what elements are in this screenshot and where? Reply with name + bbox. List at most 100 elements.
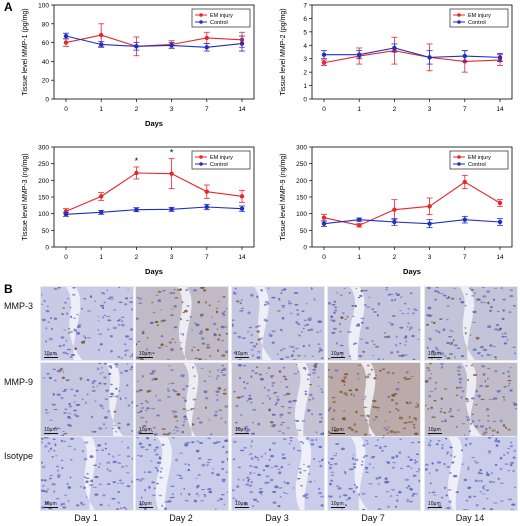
chart2-y-axis-label: Tissue level MMP-2 (pg/mg) xyxy=(280,8,287,95)
chart2-xtick-label: 1 xyxy=(357,106,361,113)
chart1-legend-swatch-marker xyxy=(199,13,203,17)
col-label-day-2: Day 2 xyxy=(169,513,193,523)
chart4-xtick-label: 0 xyxy=(322,254,326,261)
chart1-ytick-label: 0 xyxy=(45,97,49,104)
chart3-series-em-injury-point xyxy=(239,194,245,199)
scale-bar-label: 10μm xyxy=(235,351,248,357)
chart3-xtick-label: 0 xyxy=(64,254,68,261)
scale-bar xyxy=(139,507,153,508)
chart2-ytick-label: 7 xyxy=(303,3,307,10)
tissue-texture xyxy=(41,287,133,360)
tissue-texture xyxy=(232,437,324,510)
chart2-series-em-injury-point xyxy=(321,60,327,65)
chart1-legend-label: EM injury xyxy=(210,13,233,19)
chart2-ytick-label: 4 xyxy=(303,43,307,50)
tissue-texture xyxy=(41,437,133,510)
scale-bar xyxy=(428,357,442,358)
chart4-xtick-label: 3 xyxy=(428,254,432,261)
chart3-significance-marker: * xyxy=(135,156,139,166)
scale-bar-label: 10μm xyxy=(428,351,441,357)
chart2-series-control-point xyxy=(392,45,397,51)
chart1-series-control-point xyxy=(134,44,139,49)
chart2-ytick-label: 3 xyxy=(303,56,307,63)
tissue-texture xyxy=(328,363,420,436)
chart3-series-control-point xyxy=(169,207,174,212)
scale-bar-label: 10μm xyxy=(331,501,344,507)
scale-bar xyxy=(428,433,442,434)
chart2-series-control-point xyxy=(427,55,432,60)
chart2-legend-label: Control xyxy=(468,20,486,26)
scale-bar-label: 10μm xyxy=(235,501,248,507)
chart1-xtick-label: 14 xyxy=(238,106,246,113)
tissue-texture xyxy=(328,287,420,360)
chart4-series-em-injury-point xyxy=(392,207,397,212)
tissue-texture xyxy=(41,363,133,436)
chart3-ytick-label: 0 xyxy=(45,245,49,252)
chart3-series-em-injury-line xyxy=(65,172,243,212)
micrograph-mmp-9-day-14: 10μm xyxy=(424,362,518,437)
chart1-ytick-label: 40 xyxy=(42,59,50,66)
tissue-texture xyxy=(425,287,517,360)
row-label-mmp-3: MMP-3 xyxy=(4,300,33,311)
chart1-xtick-label: 0 xyxy=(64,106,68,113)
chart2-series-control-point xyxy=(321,52,327,57)
chart4-ytick-label: 100 xyxy=(296,211,307,218)
scale-bar xyxy=(44,433,58,434)
chart4-ytick-label: 150 xyxy=(296,195,307,202)
scale-bar-label: 10μm xyxy=(428,427,441,433)
scale-bar-label: 10μm xyxy=(44,351,57,357)
chart1-series-em-injury-line xyxy=(65,34,243,47)
chart4-series-em-injury-point xyxy=(497,200,503,206)
chart1-series-control-point xyxy=(239,41,245,46)
chart1-y-axis-label: Tissue level MMP-1 (pg/mg) xyxy=(22,8,29,95)
chart4-xtick-label: 14 xyxy=(496,254,504,261)
col-label-day-7: Day 7 xyxy=(361,513,385,523)
chart4-series-control-point xyxy=(392,219,397,225)
chart3-series-control-point xyxy=(239,206,245,211)
scale-bar-label: 10μm xyxy=(331,351,344,357)
scale-bar xyxy=(235,433,249,434)
chart1-xtick-label: 3 xyxy=(170,106,174,113)
micrograph-isotype-day-3: 10μm xyxy=(231,436,325,511)
chart4-ytick-label: 50 xyxy=(300,228,308,235)
chart3-ytick-label: 250 xyxy=(38,161,49,168)
chart1-legend-label: Control xyxy=(210,20,228,26)
chart2-legend-swatch-marker xyxy=(457,20,461,24)
scale-bar xyxy=(331,507,345,508)
chart4-series-control-line xyxy=(323,219,501,225)
chart1-series-control-point xyxy=(99,42,104,47)
scale-bar xyxy=(44,507,58,508)
chart3-ytick-label: 100 xyxy=(38,211,49,218)
tissue-texture xyxy=(328,437,420,510)
chart2-xtick-label: 3 xyxy=(428,106,432,113)
chart1-ytick-label: 80 xyxy=(42,21,50,28)
micrograph-mmp-3-day-7: 10μm xyxy=(327,286,421,361)
chart3-xtick-label: 2 xyxy=(135,254,139,261)
scale-bar-label: 10μm xyxy=(235,427,248,433)
chart3-ytick-label: 50 xyxy=(42,228,50,235)
tissue-texture xyxy=(425,363,517,436)
chart3-series-em-injury-point xyxy=(204,189,209,194)
chart2-series-em-injury-line xyxy=(323,50,501,64)
micrograph-mmp-3-day-3: 10μm xyxy=(231,286,325,361)
chart2-ytick-label: 1 xyxy=(303,83,307,90)
chart2-series-control-point xyxy=(357,52,362,57)
chart3-xtick-label: 3 xyxy=(170,254,174,261)
micrograph-mmp-9-day-1: 10μm xyxy=(40,362,134,437)
scale-bar-label: 10μm xyxy=(44,427,57,433)
scale-bar xyxy=(44,357,58,358)
micrograph-isotype-day-14: 10μm xyxy=(424,436,518,511)
scale-bar-label: 10μm xyxy=(428,501,441,507)
chart4-series-em-injury-point xyxy=(462,179,467,185)
chart3-significance-marker: * xyxy=(170,148,174,158)
chart3-legend-swatch-marker xyxy=(199,162,203,166)
chart2-series-control-point xyxy=(497,55,503,60)
scale-bar xyxy=(235,357,249,358)
chart4-legend-swatch-marker xyxy=(457,162,461,166)
chart2-xtick-label: 0 xyxy=(322,106,326,113)
chart4-ytick-label: 300 xyxy=(296,145,307,152)
chart1-plot-frame xyxy=(53,4,255,100)
scale-bar xyxy=(428,507,442,508)
chart3-legend-swatch-marker xyxy=(199,155,203,159)
